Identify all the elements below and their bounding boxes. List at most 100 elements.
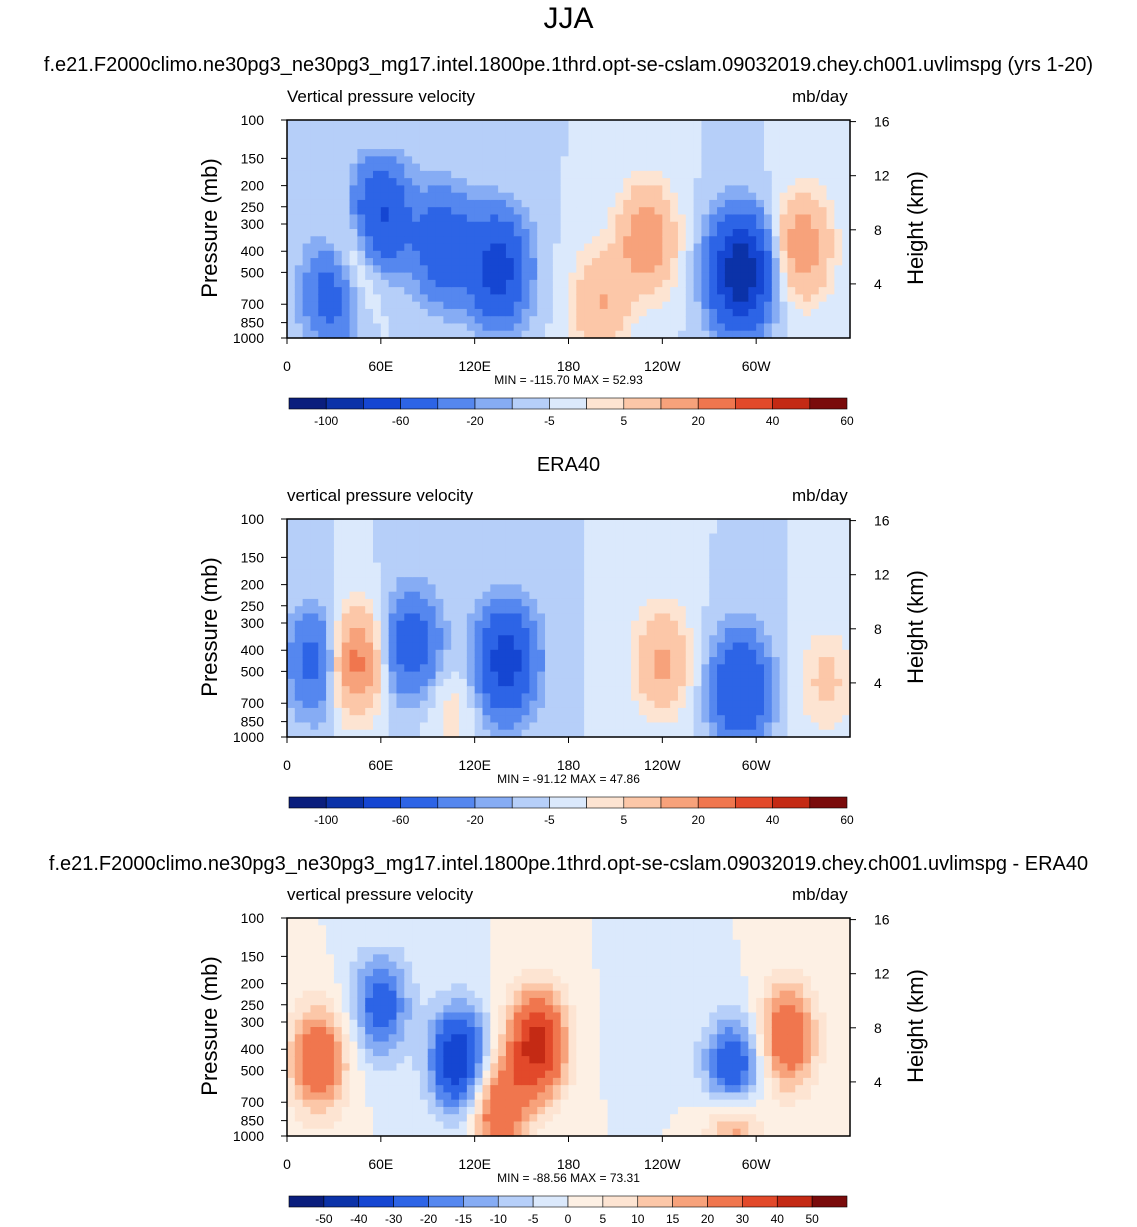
field-cell (443, 598, 452, 607)
field-cell (302, 229, 312, 237)
field-cell (670, 214, 679, 223)
field-cell (490, 678, 499, 687)
field-cell (717, 526, 726, 535)
field-cell (294, 954, 304, 963)
field-cell (599, 207, 609, 216)
field-cell (591, 163, 601, 172)
field-cell (333, 954, 343, 963)
field-cell (365, 1106, 374, 1115)
field-cell (451, 628, 460, 636)
field-cell (412, 1048, 421, 1057)
field-cell (568, 606, 577, 615)
field-cell (803, 294, 812, 303)
field-cell (607, 722, 617, 731)
field-cell (677, 134, 687, 143)
field-cell (404, 287, 413, 295)
field-cell (638, 707, 648, 716)
field-cell (341, 265, 351, 274)
field-cell (498, 555, 507, 564)
field-cell (380, 569, 390, 578)
field-cell (474, 642, 484, 651)
field-cell (404, 968, 413, 977)
field-cell (552, 185, 562, 194)
field-cell (638, 613, 648, 622)
field-cell (560, 700, 570, 709)
field-cell (701, 606, 710, 615)
field-cell (631, 540, 640, 549)
field-cell (599, 192, 609, 201)
field-cell (349, 657, 358, 665)
field-cell (310, 1027, 319, 1035)
field-cell (763, 192, 773, 201)
field-cell (763, 214, 773, 223)
field-cell (709, 526, 718, 535)
field-cell (654, 134, 663, 143)
field-cell (810, 540, 820, 549)
field-cell (443, 533, 452, 542)
field-cell (302, 569, 312, 578)
field-cell (490, 642, 499, 651)
field-cell (373, 562, 382, 571)
field-cell (357, 954, 366, 963)
field-cell (677, 722, 687, 731)
field-cell (787, 591, 796, 600)
field-cell (717, 591, 726, 600)
field-cell (576, 526, 585, 535)
field-cell (677, 635, 687, 644)
field-cell (287, 1041, 296, 1050)
field-cell (748, 664, 757, 673)
field-cell (396, 577, 405, 585)
field-cell (607, 323, 617, 332)
field-cell (419, 606, 429, 615)
field-cell (677, 693, 687, 702)
field-cell (537, 127, 546, 136)
field-cell (427, 707, 437, 716)
field-cell (318, 279, 327, 288)
field-cell (654, 214, 663, 223)
field-cell (466, 722, 476, 731)
field-cell (505, 323, 515, 332)
field-cell (545, 272, 554, 281)
field-cell (294, 156, 304, 165)
field-cell (490, 279, 499, 288)
field-cell (521, 686, 530, 694)
field-cell (732, 156, 742, 165)
field-cell (568, 635, 577, 644)
field-cell (771, 243, 781, 252)
field-cell (584, 301, 593, 310)
field-cell (552, 229, 562, 237)
field-cell (459, 722, 468, 731)
field-cell (349, 1019, 358, 1028)
field-cell (826, 120, 835, 128)
field-cell (591, 533, 601, 542)
field-cell (646, 287, 656, 295)
field-cell (349, 163, 358, 172)
field-cell (427, 156, 437, 165)
field-cell (380, 134, 390, 143)
field-cell (373, 323, 382, 332)
field-cell (545, 628, 554, 636)
field-cell (842, 664, 851, 673)
field-cell (396, 1048, 405, 1057)
field-cell (310, 170, 319, 179)
field-cell (818, 577, 828, 585)
field-cell (318, 214, 327, 223)
field-cell (662, 221, 671, 230)
field-cell (459, 606, 468, 615)
field-cell (388, 316, 398, 325)
field-cell (693, 562, 703, 571)
field-cell (419, 591, 429, 600)
field-cell (404, 185, 413, 194)
field-cell (545, 258, 554, 266)
field-cell (607, 591, 617, 600)
field-cell (654, 649, 663, 658)
field-cell (412, 1099, 421, 1108)
field-cell (717, 120, 726, 128)
field-cell (552, 569, 562, 578)
field-cell (709, 548, 718, 556)
field-cell (302, 700, 312, 709)
field-cell (349, 693, 358, 702)
field-cell (318, 1027, 327, 1035)
field-cell (380, 693, 390, 702)
field-cell (662, 620, 671, 629)
